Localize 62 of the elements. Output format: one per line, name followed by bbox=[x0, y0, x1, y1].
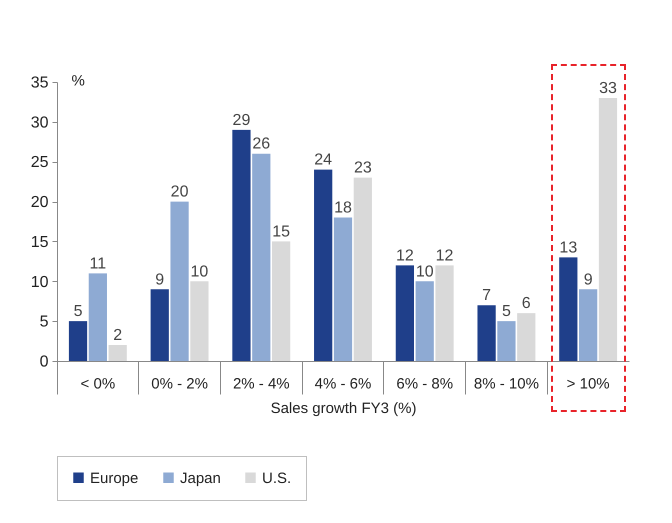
data-label: 7 bbox=[482, 287, 492, 304]
data-label: 18 bbox=[334, 200, 352, 217]
data-label: 26 bbox=[252, 136, 270, 153]
y-tick-label: 15 bbox=[30, 234, 49, 251]
y-tick-label: 5 bbox=[40, 314, 49, 331]
bar bbox=[170, 202, 189, 361]
x-tick-label: 4% - 6% bbox=[314, 376, 372, 392]
bar bbox=[88, 273, 107, 361]
bar bbox=[150, 289, 169, 361]
x-tick-label: 2% - 4% bbox=[232, 376, 290, 392]
data-label: 2 bbox=[113, 327, 122, 344]
bar bbox=[334, 218, 352, 361]
data-label: 5 bbox=[74, 303, 83, 320]
y-tick-label: 20 bbox=[30, 194, 49, 212]
legend-label: Japan bbox=[180, 470, 221, 487]
data-label: 5 bbox=[502, 303, 511, 320]
bar bbox=[517, 313, 536, 361]
data-label: 12 bbox=[396, 247, 414, 264]
data-label: 9 bbox=[584, 271, 593, 288]
data-label: 13 bbox=[559, 239, 578, 256]
legend-label: Europe bbox=[90, 470, 138, 487]
bar bbox=[190, 281, 209, 361]
bar bbox=[477, 305, 496, 361]
x-tick-label: 0% - 2% bbox=[151, 376, 208, 392]
y-tick-label: 25 bbox=[30, 154, 49, 172]
data-label: 24 bbox=[314, 152, 332, 169]
legend-label: U.S. bbox=[262, 470, 292, 487]
bar bbox=[396, 265, 414, 361]
bar bbox=[68, 321, 88, 361]
data-label: 12 bbox=[436, 247, 454, 264]
data-label: 20 bbox=[170, 184, 189, 201]
y-tick-label: 30 bbox=[30, 114, 49, 132]
data-label: 10 bbox=[416, 263, 434, 280]
bar bbox=[232, 130, 251, 361]
bar bbox=[579, 289, 598, 361]
x-tick-label: 8% - 10% bbox=[474, 376, 539, 392]
x-axis-title: Sales growth FY3 (%) bbox=[270, 400, 416, 417]
bar bbox=[598, 98, 618, 361]
bar bbox=[252, 154, 270, 361]
data-label: 6 bbox=[522, 295, 531, 312]
data-label: 23 bbox=[354, 160, 372, 177]
y-tick-label: 0 bbox=[40, 354, 49, 370]
bar bbox=[416, 281, 434, 361]
y-axis-title: % bbox=[72, 72, 85, 90]
data-label: 11 bbox=[90, 255, 106, 272]
x-tick-label: 6% - 8% bbox=[396, 376, 454, 392]
data-label: 15 bbox=[272, 223, 290, 240]
x-tick-label: > 10% bbox=[566, 376, 610, 392]
bar bbox=[314, 170, 332, 361]
data-label: 9 bbox=[155, 271, 164, 288]
y-tick-label: 10 bbox=[30, 274, 49, 291]
data-label: 33 bbox=[599, 80, 617, 97]
bar bbox=[559, 257, 578, 361]
bar bbox=[272, 241, 290, 361]
bar bbox=[108, 345, 127, 361]
y-tick-label: 35 bbox=[30, 74, 49, 92]
bar bbox=[354, 178, 372, 361]
bar bbox=[497, 321, 516, 361]
data-label: 10 bbox=[190, 263, 208, 280]
x-tick-label: < 0% bbox=[80, 376, 116, 392]
bar bbox=[435, 265, 454, 361]
data-label: 29 bbox=[232, 112, 250, 129]
